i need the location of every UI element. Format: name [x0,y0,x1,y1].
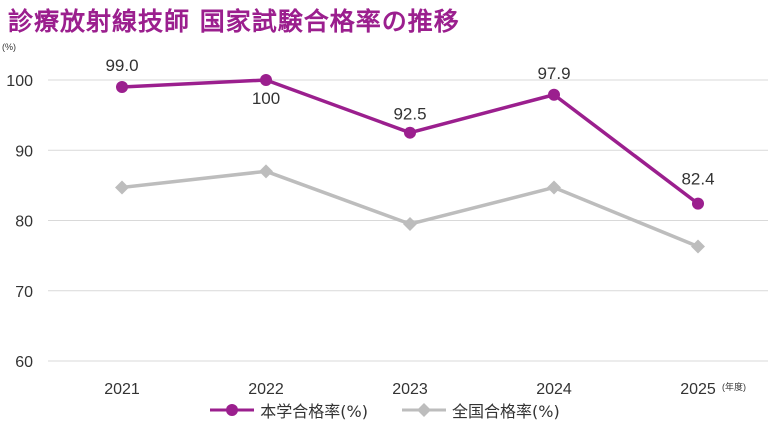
series-line-national [121,169,699,249]
legend-marker-circle [210,404,255,416]
y-tick-label-90: 90 [15,143,33,160]
marker-school-2025 [692,197,704,210]
legend-marker-diamond [402,403,446,417]
marker-national-2024 [547,180,561,195]
y-tick-label-60: 60 [15,354,33,371]
marker-school-2024 [548,88,560,101]
x-tick-label-2025: 2025 [680,381,716,398]
marker-school-2022 [260,74,272,86]
x-tick-label-2021: 2021 [104,381,140,398]
x-axis: 2021 2022 2023 2024 2025 (年度) [104,381,746,398]
data-label-school-2021: 99.0 [105,56,138,75]
data-labels: 99.0 100 92.5 97.9 82.4 [105,56,714,189]
legend-item-national[interactable]: 全国合格率(%) [402,398,560,422]
data-label-school-2024: 97.9 [537,64,570,83]
series-line-school [121,78,700,206]
x-tick-label-2024: 2024 [536,381,572,398]
y-tick-label-100: 100 [6,73,33,90]
legend: 本学合格率(%) 全国合格率(%) [0,398,770,422]
legend-label-national: 全国合格率(%) [452,402,560,421]
data-label-school-2022: 100 [252,89,280,108]
legend-label-school: 本学合格率(%) [260,402,368,421]
marker-national-2021 [115,180,129,195]
legend-item-school[interactable]: 本学合格率(%) [210,398,368,422]
marker-national-2023 [403,217,417,232]
y-tick-label-80: 80 [15,214,33,231]
x-axis-unit: (年度) [722,381,746,392]
x-tick-label-2023: 2023 [392,381,428,398]
y-axis: 60 70 80 90 100 (%) [2,42,33,371]
data-label-school-2023: 92.5 [393,105,426,124]
marker-national-2025 [691,239,705,254]
y-axis-unit: (%) [2,42,16,52]
series-markers [115,74,705,254]
data-label-school-2025: 82.4 [681,170,714,189]
marker-school-2021 [116,81,128,94]
x-tick-label-2022: 2022 [248,381,284,398]
marker-school-2023 [404,126,416,139]
chart-title: 診療放射線技師 国家試験合格率の推移 [8,7,460,36]
marker-national-2022 [259,164,273,179]
y-tick-label-70: 70 [15,284,33,301]
